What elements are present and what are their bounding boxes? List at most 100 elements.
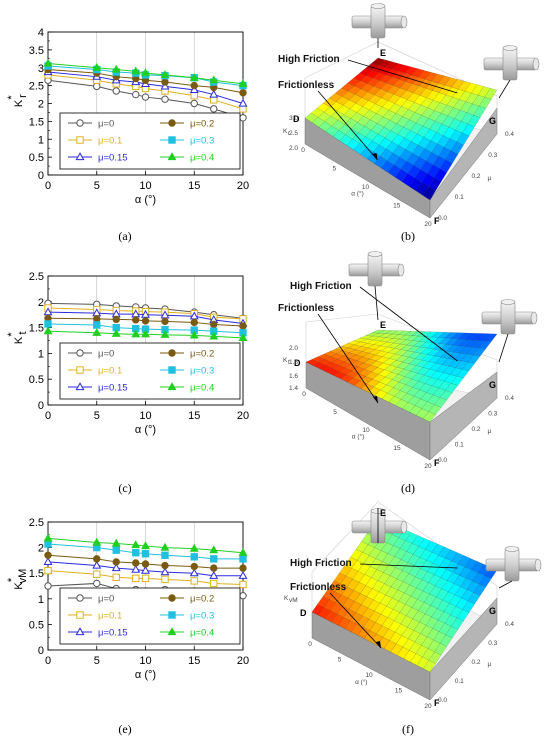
legend-marker <box>168 611 176 619</box>
data-point <box>161 95 169 103</box>
data-point <box>238 79 248 87</box>
legend-label: μ=0 <box>98 349 114 360</box>
pin-vertical <box>502 47 518 81</box>
surface-mesh <box>305 329 498 423</box>
data-point <box>209 89 219 98</box>
y-tick-label: 0 <box>38 170 44 182</box>
corner-label-g: G <box>489 606 496 616</box>
data-point <box>141 574 150 583</box>
mu-tick-label: 0.0 <box>438 697 447 704</box>
mu-tick-label: 0.0 <box>438 215 447 222</box>
mu-tick-label: 0.4 <box>505 621 514 628</box>
data-point <box>44 320 52 328</box>
legend-marker <box>167 382 177 391</box>
data-point <box>131 66 141 75</box>
data-point <box>92 537 102 546</box>
legend-label: μ=0.3 <box>190 611 214 622</box>
legend-label: μ=0.2 <box>190 594 214 605</box>
data-point <box>209 570 219 579</box>
data-point <box>190 577 198 585</box>
data-point <box>132 549 140 557</box>
pin-icon-right <box>483 45 540 81</box>
data-point <box>92 327 102 336</box>
legend-marker <box>168 366 176 374</box>
pin-icon-right <box>481 299 538 335</box>
data-point <box>190 91 198 100</box>
data-point <box>161 78 169 86</box>
mu-tick-label: 0.3 <box>488 640 497 647</box>
data-point <box>239 114 247 122</box>
alpha-axis-label: α (°) <box>352 432 365 440</box>
pin-end <box>400 15 408 29</box>
data-point <box>112 87 120 95</box>
data-point <box>239 322 247 330</box>
data-point <box>161 561 169 570</box>
data-point <box>190 81 198 90</box>
x-tick-label: 10 <box>139 655 151 667</box>
data-point <box>112 315 120 324</box>
y-tick-label: 2 <box>38 99 44 111</box>
mu-tick-label: 0.4 <box>505 395 514 402</box>
frictionless-label: Frictionless <box>290 582 347 593</box>
corner-label-g: G <box>489 116 496 126</box>
arrow-line <box>498 333 509 363</box>
mu-tick-label: 0.2 <box>472 426 481 433</box>
high-friction-label: High Friction <box>290 281 352 292</box>
data-point <box>132 90 140 99</box>
alpha-tick-label: 20 <box>424 703 432 710</box>
arrow-line <box>359 286 458 362</box>
pin-end <box>532 57 540 71</box>
arrow-head <box>372 153 378 160</box>
z-axis-label-main: K <box>283 357 288 364</box>
legend-label: μ=0.3 <box>190 366 214 377</box>
y-tick-label: 2.5 <box>29 271 44 283</box>
data-point <box>160 330 170 338</box>
surface-cell <box>484 333 498 342</box>
data-point <box>141 93 150 101</box>
data-point <box>190 318 198 327</box>
data-point <box>93 570 101 578</box>
data-point <box>131 329 141 338</box>
alpha-tick-label: 5 <box>338 657 342 664</box>
bounding-box <box>305 313 498 372</box>
panel-caption: (f) <box>402 722 414 736</box>
x-tick-label: 0 <box>45 180 51 192</box>
z-tick-label: 1.8 <box>289 359 298 366</box>
y-axis-label-main: K <box>13 582 25 590</box>
legend-label: μ=0 <box>98 594 114 605</box>
legend-marker <box>167 627 177 636</box>
y-tick-label: 2.5 <box>29 81 44 93</box>
y-axis-label-main: K <box>13 336 25 344</box>
data-point <box>161 551 169 559</box>
y-axis-label-sub: r <box>17 94 29 98</box>
data-point <box>111 563 121 572</box>
y-tick-label: 0.5 <box>29 619 44 631</box>
y-axis-label-star: * <box>6 332 18 337</box>
pin-end <box>530 311 538 325</box>
legend-marker <box>76 136 84 144</box>
data-point <box>239 89 247 97</box>
corner-label-e: E <box>380 48 386 58</box>
data-point <box>44 551 52 559</box>
data-point <box>239 555 247 563</box>
high-friction-label: High Friction <box>278 54 340 65</box>
y-tick-label: 0.5 <box>29 374 44 386</box>
z-tick-label: 2.0 <box>289 145 298 152</box>
pin-top <box>367 251 383 257</box>
x-tick-label: 5 <box>94 410 100 422</box>
x-tick-label: 5 <box>94 180 100 192</box>
mu-axis-label: μ <box>488 661 492 668</box>
legend-marker <box>76 366 84 374</box>
x-tick-label: 15 <box>188 410 200 422</box>
x-tick-label: 15 <box>188 655 200 667</box>
legend-label: μ=0.15 <box>98 628 128 639</box>
surface-panel-3: High Friction Frictionless E G D F 0 5 10 15 20 α (… <box>284 501 542 736</box>
legend: μ=0 μ=0.2 μ=0.1 μ=0.3 μ=0.15 μ=0.4 <box>59 112 241 170</box>
data-point <box>238 547 248 556</box>
legend-label: μ=0.15 <box>98 153 128 164</box>
mu-tick-label: 0.2 <box>472 659 481 666</box>
legend-marker <box>76 594 84 602</box>
x-axis-label: α (°) <box>135 669 156 681</box>
legend-label: μ=0.1 <box>98 136 122 147</box>
data-point <box>131 564 141 573</box>
